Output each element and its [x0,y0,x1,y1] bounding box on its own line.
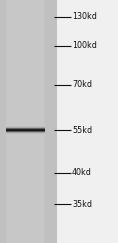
Bar [51,0,52,243]
Bar [38,0,40,243]
Bar [4,0,6,243]
Bar [14,0,16,243]
Bar [40,0,41,243]
Bar [17,0,18,243]
Bar [18,0,20,243]
Bar [47,0,48,243]
Bar [45,0,47,243]
Text: 100kd: 100kd [72,41,97,50]
Text: 40kd: 40kd [72,168,92,177]
Bar [1,0,3,243]
Bar [52,0,54,243]
Bar [11,0,13,243]
Bar [6,0,45,243]
Bar [16,0,17,243]
Bar [37,0,38,243]
Bar [0,0,57,243]
Bar [42,0,44,243]
Bar [20,0,21,243]
Bar [33,0,34,243]
Bar [31,0,33,243]
Bar [7,0,8,243]
Bar [21,0,23,243]
Bar [55,0,57,243]
Bar [41,0,42,243]
Bar [24,0,25,243]
Bar [3,0,4,243]
Text: 70kd: 70kd [72,80,92,89]
Bar [44,0,45,243]
Bar [48,0,50,243]
Bar [6,0,7,243]
Bar [34,0,35,243]
Text: 55kd: 55kd [72,125,92,135]
Bar [35,0,37,243]
Bar [10,0,11,243]
Bar [50,0,51,243]
Bar [30,0,31,243]
Bar [0,0,1,243]
Bar [57,0,118,243]
Bar [27,0,28,243]
Bar [28,0,30,243]
Text: 35kd: 35kd [72,200,92,209]
Text: 130kd: 130kd [72,12,97,21]
Bar [13,0,14,243]
Bar [54,0,55,243]
Bar [8,0,10,243]
Bar [25,0,27,243]
Bar [23,0,24,243]
